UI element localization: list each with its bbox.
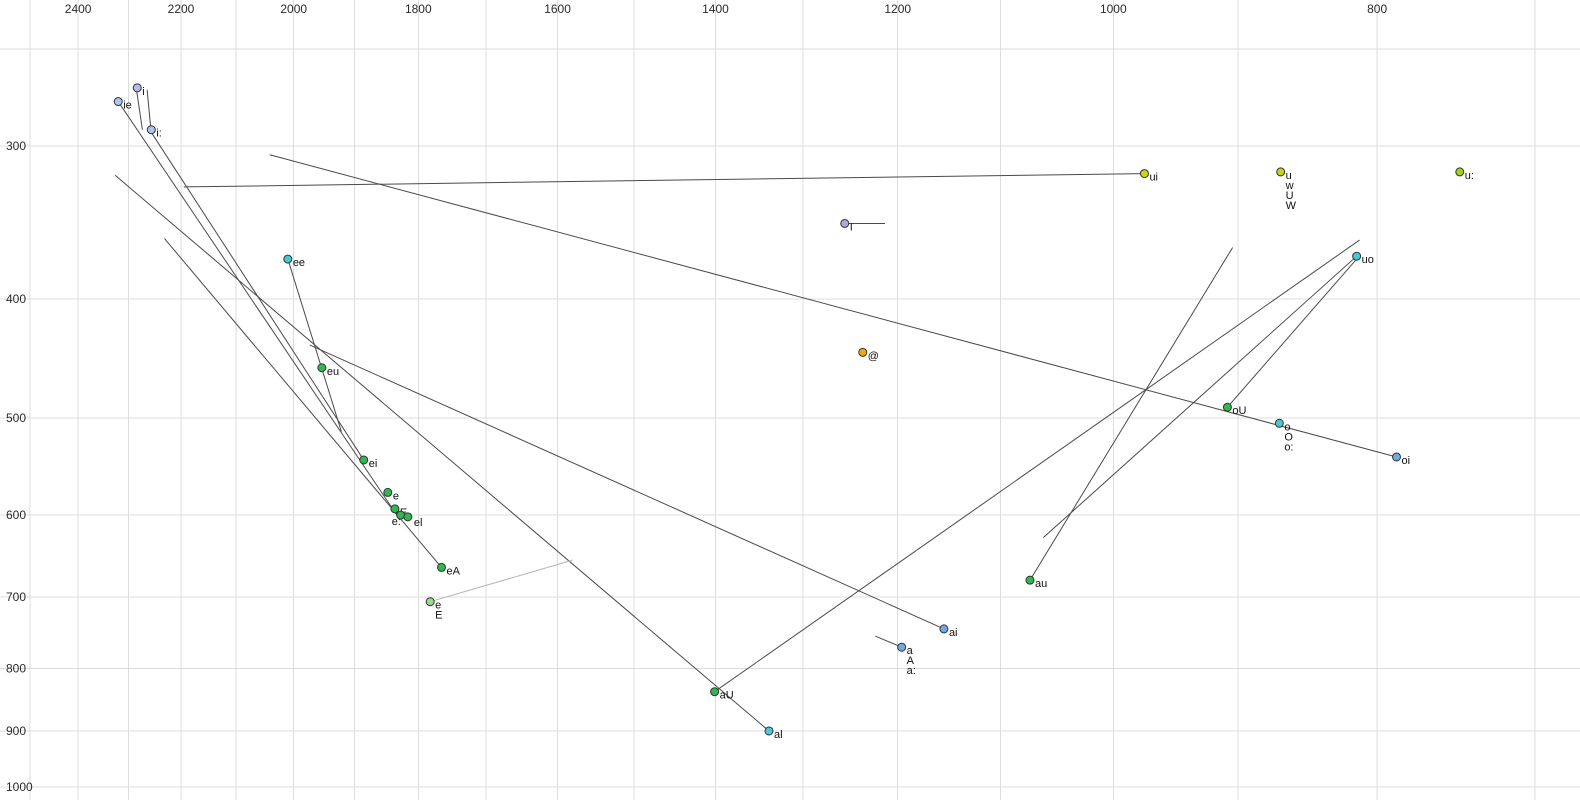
- trajectory-line: [1227, 258, 1358, 408]
- vowel-point[interactable]: [359, 455, 369, 465]
- vowel-label: oi: [1402, 455, 1411, 467]
- trajectory-line: [1029, 247, 1234, 581]
- vowel-point[interactable]: [146, 125, 156, 135]
- x-axis-tick-label: 1200: [884, 2, 911, 16]
- trajectory-line: [135, 87, 143, 130]
- x-axis-tick-label: 1600: [544, 2, 571, 16]
- vowel-label: o:: [1284, 441, 1293, 453]
- vowel-label: i: [142, 86, 144, 98]
- trajectory-line: [875, 635, 902, 648]
- x-axis-tick-label: 2200: [168, 2, 195, 16]
- x-axis-tick-label: 800: [1367, 2, 1387, 16]
- vowel-label: eu: [327, 366, 339, 378]
- vowel-label: eA: [447, 565, 461, 577]
- vowel-label: W: [1286, 200, 1297, 212]
- vowel-label: e: [435, 600, 441, 612]
- trajectory-line: [117, 101, 398, 517]
- vowel-label: @: [868, 350, 879, 362]
- x-axis-tick-label: 1800: [405, 2, 432, 16]
- y-axis-tick-label: 600: [6, 508, 26, 522]
- y-axis-tick-label: 700: [6, 590, 26, 604]
- vowel-label: al: [774, 729, 783, 741]
- vowel-label: au: [1035, 578, 1047, 590]
- vowel-point[interactable]: [1025, 575, 1035, 585]
- vowel-label: U: [1286, 190, 1294, 202]
- vowel-point[interactable]: [383, 487, 393, 497]
- vowel-label: E: [435, 610, 442, 622]
- vowel-point[interactable]: [283, 254, 293, 264]
- vowel-label: ui: [1149, 172, 1158, 184]
- trajectory-line: [183, 173, 1145, 188]
- vowel-point[interactable]: [1455, 167, 1465, 177]
- vowel-point[interactable]: [840, 218, 850, 228]
- trajectory-line: [269, 154, 1397, 458]
- vowel-label: a: [907, 645, 914, 657]
- vowel-point[interactable]: [425, 597, 435, 607]
- vowel-label: el: [414, 517, 423, 529]
- vowel-point[interactable]: [403, 512, 413, 522]
- x-axis-tick-label: 2000: [280, 2, 307, 16]
- trajectory-line: [309, 344, 945, 630]
- vowel-point[interactable]: [1222, 402, 1232, 412]
- vowel-point[interactable]: [437, 562, 447, 572]
- vowel-label: A: [907, 655, 915, 667]
- x-axis-tick-label: 1000: [1100, 2, 1127, 16]
- vowel-point[interactable]: [1274, 418, 1284, 428]
- trajectory-line: [287, 258, 342, 432]
- x-axis-tick-label: 2400: [65, 2, 92, 16]
- y-axis-tick-label: 1000: [6, 780, 33, 794]
- vowel-label: oU: [1232, 405, 1246, 417]
- vowel-point[interactable]: [897, 642, 907, 652]
- y-axis-tick-label: 500: [6, 411, 26, 425]
- vowel-point[interactable]: [858, 347, 868, 357]
- vowel-label: I: [850, 221, 853, 233]
- trajectory-line: [114, 174, 770, 732]
- vowel-label: aU: [720, 690, 734, 702]
- trajectory-line: [146, 89, 152, 128]
- vowel-label: ee: [293, 257, 305, 269]
- vowel-label: e:: [392, 516, 401, 528]
- vowel-label: uo: [1362, 254, 1374, 266]
- trajectory-line: [714, 239, 1360, 693]
- vowel-point[interactable]: [1392, 452, 1402, 462]
- vowel-label: ai: [949, 627, 958, 639]
- trajectory-line: [1042, 255, 1357, 539]
- vowel-point[interactable]: [317, 363, 327, 373]
- vowel-point[interactable]: [113, 97, 123, 107]
- vowel-label: O: [1284, 431, 1293, 443]
- vowel-label: u: [1286, 170, 1292, 182]
- vowel-label: a:: [907, 665, 916, 677]
- trajectory-line: [150, 131, 365, 461]
- vowel-point[interactable]: [710, 687, 720, 697]
- vowel-point[interactable]: [764, 726, 774, 736]
- y-axis-tick-label: 400: [6, 292, 26, 306]
- vowel-label: w: [1285, 180, 1294, 192]
- vowel-point[interactable]: [390, 504, 400, 514]
- vowel-point[interactable]: [1352, 251, 1362, 261]
- y-axis-tick-label: 900: [6, 724, 26, 738]
- vowel-point[interactable]: [1139, 169, 1149, 179]
- vowel-point[interactable]: [1276, 167, 1286, 177]
- vowel-label: ei: [369, 458, 378, 470]
- vowel-label: ie: [123, 100, 132, 112]
- vowel-label: e: [393, 490, 399, 502]
- trajectory-line: [430, 559, 573, 603]
- vowel-label: i:: [156, 128, 162, 140]
- y-axis-tick-label: 800: [6, 661, 26, 675]
- vowel-label: o: [1284, 421, 1290, 433]
- vowel-label: u:: [1465, 170, 1474, 182]
- x-axis-tick-label: 1400: [702, 2, 729, 16]
- y-axis-tick-label: 300: [6, 139, 26, 153]
- vowel-point[interactable]: [132, 83, 142, 93]
- vowel-point[interactable]: [939, 624, 949, 634]
